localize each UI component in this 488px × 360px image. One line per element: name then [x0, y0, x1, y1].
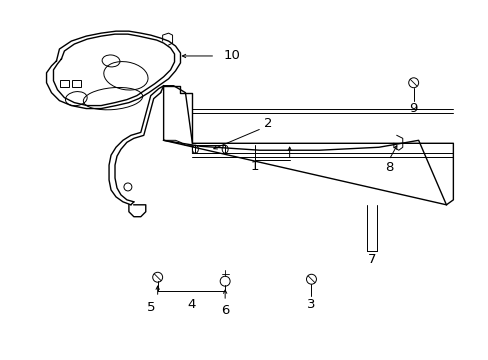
Text: 1: 1: [250, 159, 259, 172]
Text: 8: 8: [384, 161, 392, 174]
Text: 4: 4: [187, 297, 195, 311]
Text: 3: 3: [306, 297, 315, 311]
Text: 2: 2: [263, 117, 271, 130]
Text: 6: 6: [221, 305, 229, 318]
Bar: [61, 80, 69, 87]
Text: 9: 9: [408, 102, 417, 115]
Bar: [72, 80, 81, 87]
Text: 5: 5: [146, 301, 155, 314]
Text: 7: 7: [367, 253, 375, 266]
Text: 10: 10: [223, 49, 240, 63]
